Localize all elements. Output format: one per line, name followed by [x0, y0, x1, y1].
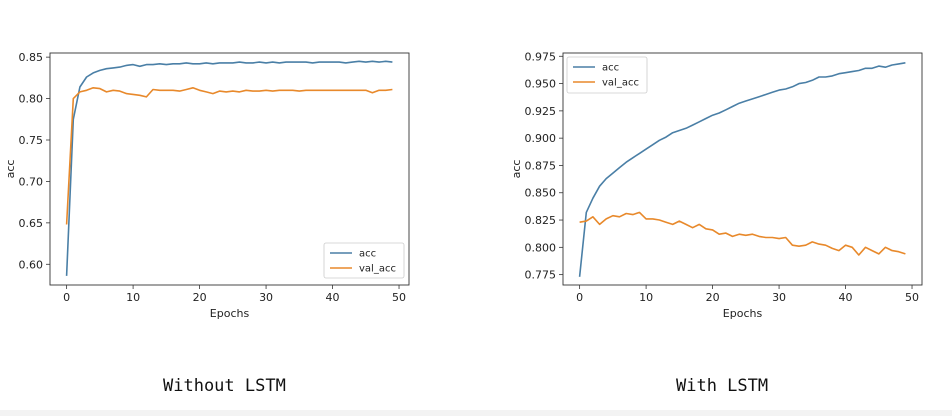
x-tick-label: 50 — [905, 291, 919, 304]
legend-box — [566, 56, 648, 94]
legend-box — [323, 242, 405, 279]
series-line-acc — [578, 62, 906, 277]
x-tick-label: 20 — [706, 291, 720, 304]
x-tick-label: 10 — [639, 291, 653, 304]
x-tick-label: 30 — [259, 291, 273, 304]
bottom-strip — [0, 410, 952, 416]
y-tick-label: 0.900 — [525, 132, 557, 145]
legend-label-val-acc: val_acc — [602, 78, 639, 89]
caption-without-lstm: Without LSTM — [163, 376, 286, 396]
x-axis-label: Epochs — [210, 307, 250, 320]
legend-label-val-acc: val_acc — [359, 264, 396, 275]
legend-label-acc: acc — [359, 249, 376, 260]
x-tick-label: 20 — [193, 291, 207, 304]
x-tick-label: 0 — [576, 291, 583, 304]
y-tick-label: 0.875 — [525, 159, 557, 172]
x-tick-label: 40 — [326, 291, 340, 304]
x-tick-label: 40 — [839, 291, 853, 304]
series-line-val-acc — [65, 87, 393, 225]
y-tick-label: 0.775 — [525, 269, 557, 282]
x-tick-label: 10 — [126, 291, 140, 304]
y-tick-label: 0.850 — [525, 187, 557, 200]
y-tick-label: 0.975 — [525, 50, 557, 63]
series-line-val-acc — [579, 211, 906, 256]
y-tick-label: 0.950 — [525, 78, 557, 91]
legend-label-acc: acc — [602, 63, 619, 74]
caption-with-lstm: With LSTM — [676, 376, 769, 396]
y-tick-label: 0.60 — [19, 258, 44, 271]
y-tick-label: 0.80 — [19, 93, 44, 106]
y-axis-label: acc — [4, 160, 17, 179]
x-axis-label: Epochs — [723, 307, 763, 320]
y-tick-label: 0.75 — [19, 134, 44, 147]
y-tick-label: 0.70 — [19, 175, 44, 188]
y-tick-label: 0.65 — [19, 217, 44, 230]
x-tick-label: 0 — [63, 291, 70, 304]
y-axis-label: acc — [510, 160, 523, 179]
legend: acc val_acc — [323, 242, 405, 279]
y-tick-label: 0.925 — [525, 105, 557, 118]
y-tick-label: 0.825 — [525, 214, 557, 227]
legend: acc val_acc — [566, 56, 648, 94]
series-line-acc — [65, 60, 393, 276]
y-tick-label: 0.85 — [19, 51, 44, 64]
x-tick-label: 30 — [772, 291, 786, 304]
x-tick-label: 50 — [392, 291, 406, 304]
y-tick-label: 0.800 — [525, 241, 557, 254]
